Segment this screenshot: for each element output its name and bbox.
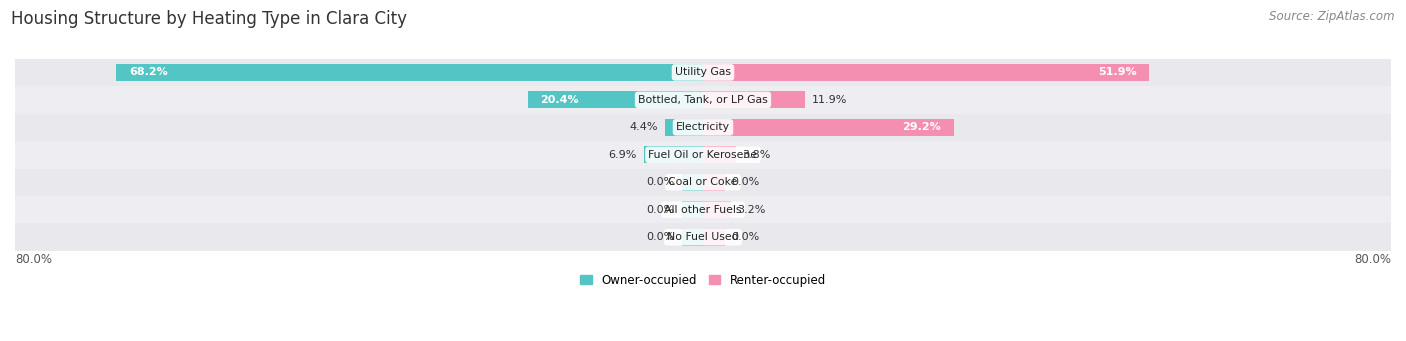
Text: Electricity: Electricity	[676, 122, 730, 132]
Bar	[117, 64, 703, 81]
Text: 0.0%: 0.0%	[647, 205, 675, 215]
Text: 0.0%: 0.0%	[731, 232, 759, 242]
Bar	[15, 168, 1391, 196]
Text: 20.4%: 20.4%	[540, 95, 579, 105]
Text: 6.9%: 6.9%	[609, 150, 637, 160]
Bar	[15, 86, 1391, 114]
Text: 0.0%: 0.0%	[731, 177, 759, 187]
Bar	[703, 91, 806, 108]
Text: 51.9%: 51.9%	[1098, 68, 1136, 77]
Text: 0.0%: 0.0%	[647, 232, 675, 242]
Text: 68.2%: 68.2%	[129, 68, 169, 77]
Text: Fuel Oil or Kerosene: Fuel Oil or Kerosene	[648, 150, 758, 160]
Bar	[682, 174, 703, 191]
Bar	[644, 146, 703, 163]
Text: Utility Gas: Utility Gas	[675, 68, 731, 77]
Text: Source: ZipAtlas.com: Source: ZipAtlas.com	[1270, 10, 1395, 23]
Bar	[15, 114, 1391, 141]
Bar	[15, 223, 1391, 251]
Text: 4.4%: 4.4%	[630, 122, 658, 132]
Bar	[703, 64, 1149, 81]
Bar	[703, 229, 724, 246]
Bar	[665, 119, 703, 136]
Text: 11.9%: 11.9%	[813, 95, 848, 105]
Bar	[15, 59, 1391, 86]
Legend: Owner-occupied, Renter-occupied: Owner-occupied, Renter-occupied	[575, 269, 831, 291]
Bar	[703, 174, 724, 191]
Text: 80.0%: 80.0%	[1354, 253, 1391, 266]
Bar	[703, 201, 731, 218]
Text: 3.2%: 3.2%	[737, 205, 766, 215]
Bar	[703, 146, 735, 163]
Bar	[703, 119, 955, 136]
Text: 29.2%: 29.2%	[903, 122, 941, 132]
Text: 0.0%: 0.0%	[647, 177, 675, 187]
Bar	[682, 201, 703, 218]
Bar	[15, 196, 1391, 223]
Text: 80.0%: 80.0%	[15, 253, 52, 266]
Text: 3.8%: 3.8%	[742, 150, 770, 160]
Bar	[15, 141, 1391, 168]
Text: Housing Structure by Heating Type in Clara City: Housing Structure by Heating Type in Cla…	[11, 10, 408, 28]
Text: All other Fuels: All other Fuels	[664, 205, 742, 215]
Bar	[682, 229, 703, 246]
Bar	[527, 91, 703, 108]
Text: Bottled, Tank, or LP Gas: Bottled, Tank, or LP Gas	[638, 95, 768, 105]
Text: No Fuel Used: No Fuel Used	[668, 232, 738, 242]
Text: Coal or Coke: Coal or Coke	[668, 177, 738, 187]
